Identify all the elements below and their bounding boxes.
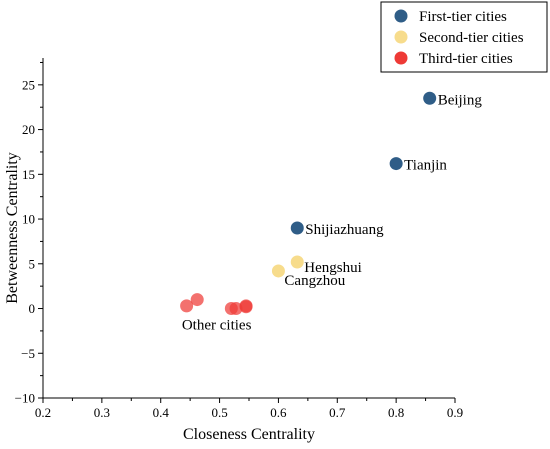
y-tick-label: 10	[22, 212, 35, 227]
y-tick-label: 15	[22, 167, 35, 182]
legend-box	[380, 1, 548, 73]
y-tick-label: 25	[22, 77, 35, 92]
point-label: Cangzhou	[284, 273, 345, 289]
data-point	[423, 91, 437, 105]
point-label: Beijing	[438, 92, 483, 108]
legend-marker	[394, 9, 408, 23]
x-tick-label: 0.9	[447, 405, 463, 420]
legend: First-tier cities Second-tier cities Third…	[380, 1, 548, 73]
x-tick-label: 0.6	[270, 405, 287, 420]
legend-label: Second-tier cities	[419, 30, 524, 46]
y-axis-title: Betweenness Centrality	[4, 152, 21, 304]
x-axis-title: Closeness Centrality	[183, 426, 315, 443]
data-point	[290, 255, 304, 269]
x-tick-label: 0.4	[153, 405, 170, 420]
y-tick-label: 0	[29, 301, 36, 316]
legend-label: First-tier cities	[419, 9, 507, 25]
data-point	[389, 157, 403, 171]
legend-marker	[394, 30, 408, 44]
point-label: Tianjin	[404, 158, 447, 174]
point-label: Shijiazhuang	[305, 222, 384, 238]
point-labels: Beijing Tianjin Shijiazhuang HengshuiCangzh…	[182, 92, 483, 333]
y-tick-label: 5	[29, 256, 36, 271]
data-point	[180, 299, 194, 313]
data-point	[229, 302, 243, 316]
data-point	[271, 264, 285, 278]
x-tick-label: 0.2	[35, 405, 51, 420]
x-tick-label: 0.5	[211, 405, 227, 420]
legend-marker	[394, 51, 408, 65]
x-tick-label: 0.8	[388, 405, 404, 420]
point-label: Other cities	[182, 318, 252, 334]
data-points	[180, 91, 437, 316]
data-point	[239, 300, 253, 314]
x-tick-label: 0.3	[94, 405, 110, 420]
y-tick-label: −5	[21, 346, 35, 361]
y-tick-label: −10	[15, 391, 35, 406]
data-point	[290, 221, 304, 235]
legend-label: Third-tier cities	[419, 51, 513, 67]
y-tick-label: 20	[22, 122, 35, 137]
data-point	[190, 293, 204, 307]
point-label: Hengshui	[304, 260, 362, 276]
axes: 0.2 0.3 0.4 0.5 0.6 0.7 0.8 0.9 −10 −5 0 5 10 15 20 25 C…	[4, 58, 463, 443]
x-tick-label: 0.7	[329, 405, 346, 420]
